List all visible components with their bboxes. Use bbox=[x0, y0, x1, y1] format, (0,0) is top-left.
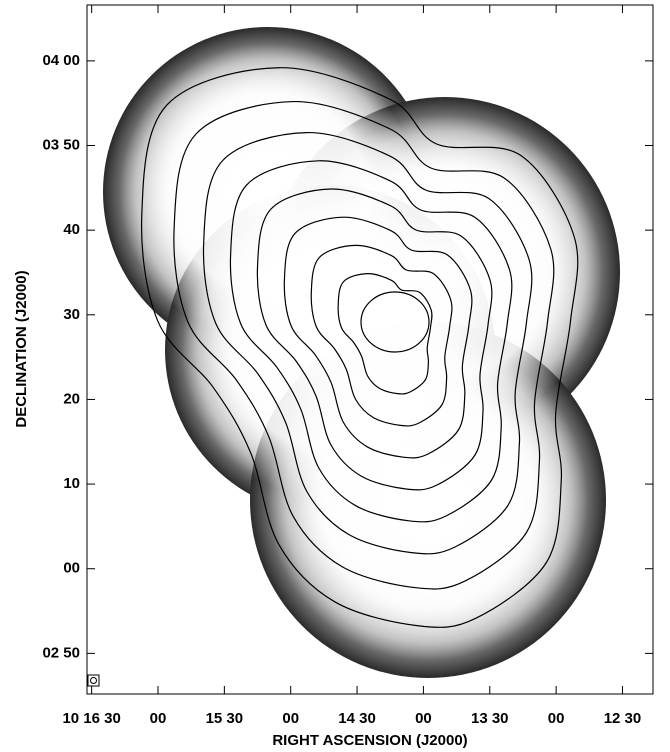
x-tick-label: 12 30 bbox=[604, 710, 642, 727]
x-tick-label: 10 16 30 bbox=[62, 710, 120, 727]
y-tick-label: 40 bbox=[63, 221, 80, 238]
chart: RIGHT ASCENSION (J2000) DECLINATION (J20… bbox=[0, 0, 670, 752]
y-tick-label: 30 bbox=[63, 306, 80, 323]
y-tick-label: 04 00 bbox=[42, 52, 80, 69]
x-tick-label: 00 bbox=[548, 710, 565, 727]
y-tick-label: 03 50 bbox=[42, 136, 80, 153]
y-tick-label: 20 bbox=[63, 390, 80, 407]
y-tick-label: 10 bbox=[63, 475, 80, 492]
beam-box bbox=[88, 675, 99, 686]
y-tick-label: 02 50 bbox=[42, 644, 80, 661]
x-tick-label: 14 30 bbox=[338, 710, 376, 727]
x-tick-label: 15 30 bbox=[206, 710, 244, 727]
x-tick-label: 00 bbox=[150, 710, 167, 727]
y-axis-label: DECLINATION (J2000) bbox=[13, 270, 30, 427]
x-tick-label: 00 bbox=[415, 710, 432, 727]
y-tick-label: 00 bbox=[63, 560, 80, 577]
beam bbox=[91, 678, 97, 684]
x-axis-label: RIGHT ASCENSION (J2000) bbox=[272, 732, 467, 749]
x-tick-label: 13 30 bbox=[471, 710, 509, 727]
image bbox=[103, 27, 620, 678]
x-tick-label: 00 bbox=[282, 710, 299, 727]
